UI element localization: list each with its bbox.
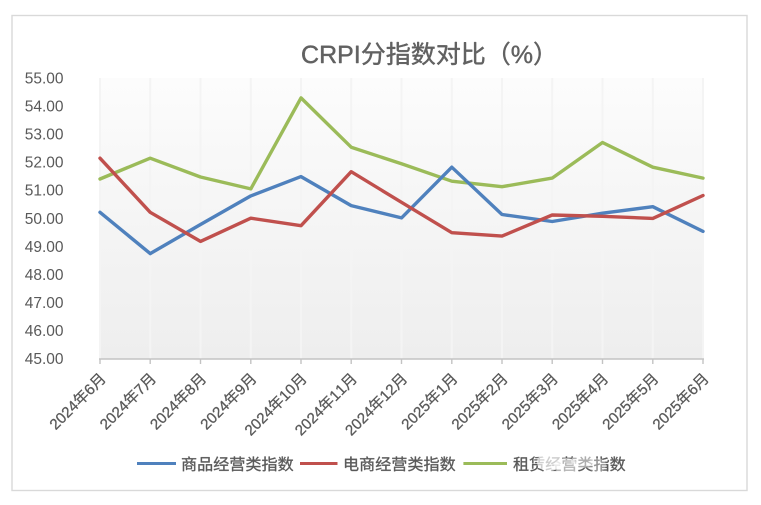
svg-text:54.00: 54.00 <box>25 99 64 116</box>
svg-text:51.00: 51.00 <box>25 183 64 200</box>
svg-text:52.00: 52.00 <box>25 155 64 172</box>
svg-text:46.00: 46.00 <box>25 323 64 340</box>
svg-text:55.00: 55.00 <box>25 70 64 87</box>
svg-text:48.00: 48.00 <box>25 267 64 284</box>
svg-text:49.00: 49.00 <box>25 239 64 256</box>
svg-text:47.00: 47.00 <box>25 295 64 312</box>
svg-text:50.00: 50.00 <box>25 211 64 228</box>
svg-text:45.00: 45.00 <box>25 351 64 368</box>
svg-text:53.00: 53.00 <box>25 127 64 144</box>
